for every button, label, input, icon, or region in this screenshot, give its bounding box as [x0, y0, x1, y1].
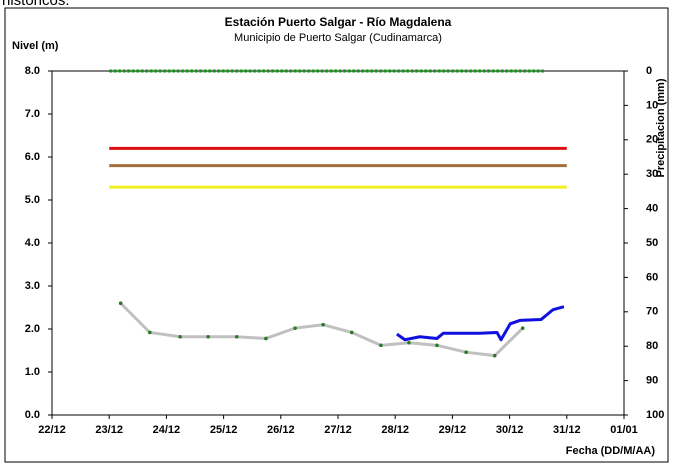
chart-frame: [4, 7, 669, 463]
data-point: [206, 334, 210, 339]
y-tick-label: 5.0: [25, 194, 40, 206]
y2-tick-label: 90: [646, 375, 658, 387]
data-point: [321, 322, 325, 327]
y2-tick-label: 80: [646, 340, 658, 352]
chart-subtitle: Municipio de Puerto Salgar (Cudinamarca): [234, 32, 442, 44]
x-axis-label: Fecha (DD/M/AA): [566, 445, 656, 457]
x-tick-label: 28/12: [381, 424, 409, 436]
data-point: [379, 343, 383, 348]
x-tick-label: 23/12: [95, 424, 123, 436]
data-point: [407, 340, 411, 345]
y2-tick-label: 0: [646, 65, 652, 77]
x-tick-label: 25/12: [210, 424, 238, 436]
y2-axis-label: Precipitacion (mm): [655, 78, 667, 177]
y-tick-label: 4.0: [25, 237, 40, 249]
x-tick-label: 01/01: [610, 424, 638, 436]
x-tick-label: 27/12: [324, 424, 352, 436]
data-point: [264, 336, 268, 341]
x-tick-label: 31/12: [553, 424, 581, 436]
data-point: [520, 326, 525, 330]
data-line: [396, 305, 565, 342]
y-tick-label: 3.0: [25, 280, 40, 292]
y2-tick-label: 20: [646, 134, 658, 146]
y-tick-label: 0.0: [25, 409, 40, 421]
data-point: [492, 353, 497, 358]
y-tick-label: 8.0: [25, 65, 40, 77]
cropped-text: históricos.: [2, 0, 70, 9]
data-point: [435, 343, 439, 348]
y2-tick-label: 50: [646, 237, 658, 249]
y-axis-label: Nivel (m): [12, 40, 59, 52]
x-tick-label: 24/12: [153, 424, 181, 436]
data-point: [293, 326, 297, 330]
y-tick-label: 7.0: [25, 108, 40, 120]
y2-tick-label: 30: [646, 168, 658, 180]
x-tick-label: 26/12: [267, 424, 295, 436]
x-tick-label: 30/12: [496, 424, 524, 436]
y-tick-label: 6.0: [25, 151, 40, 163]
x-tick-label: 29/12: [439, 424, 467, 436]
data-point: [349, 330, 354, 335]
y2-tick-label: 10: [646, 99, 658, 111]
chart-title: Estación Puerto Salgar - Río Magdalena: [225, 15, 452, 29]
y2-tick-label: 60: [646, 271, 658, 283]
y2-tick-label: 70: [646, 306, 658, 318]
x-tick-label: 22/12: [38, 424, 66, 436]
y2-tick-label: 40: [646, 203, 658, 215]
data-point: [234, 334, 239, 339]
data-point: [118, 301, 123, 306]
data-point: [178, 334, 182, 339]
data-point: [148, 330, 152, 335]
data-point: [464, 350, 468, 355]
y-tick-label: 1.0: [25, 366, 40, 378]
y-tick-label: 2.0: [25, 323, 40, 335]
y2-tick-label: 100: [646, 409, 664, 421]
